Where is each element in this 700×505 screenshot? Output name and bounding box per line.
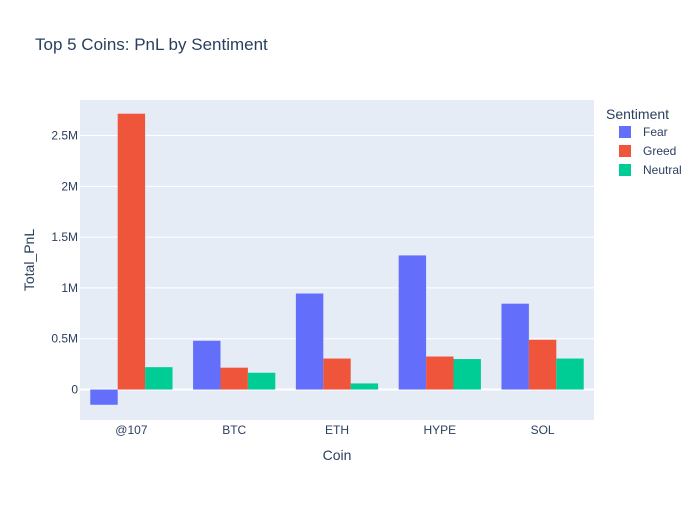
legend-swatch [619,164,631,176]
y-tick-label: 2M [61,179,78,193]
legend-title: Sentiment [606,106,669,122]
bar-greed-HYPE [426,356,454,390]
legend-swatch [619,126,631,138]
bar-neutral-BTC [247,372,276,390]
x-tick-labels: @107 BTC ETH HYPE SOL [115,423,555,437]
y-tick-label: 2.5M [51,129,78,143]
x-tick-label: ETH [325,423,349,437]
chart-title: Top 5 Coins: PnL by Sentiment [35,35,268,54]
y-tick-label: 1.5M [51,230,78,244]
x-tick-label: BTC [222,423,246,437]
bar-greed-SOL [528,339,557,390]
bar-fear-HYPE [398,255,427,390]
legend-label: Greed [643,144,676,158]
bar-neutral-ETH [350,383,379,390]
y-tick-label: 1M [61,281,78,295]
bar-greed-at107 [117,113,146,390]
y-tick-label: 0 [71,383,78,397]
bar-fear-at107 [90,389,118,405]
bar-fear-SOL [501,303,529,390]
y-axis-label: Total_PnL [21,229,37,291]
bar-neutral-at107 [145,367,173,390]
bar-neutral-SOL [556,358,584,390]
x-tick-label: HYPE [423,423,456,437]
x-tick-label: @107 [115,423,148,437]
bar-fear-BTC [193,340,221,390]
legend-items: Fear Greed Neutral [619,125,682,177]
legend: Sentiment Fear Greed Neutral [606,106,682,177]
x-axis-label: Coin [323,447,352,463]
y-tick-label: 0.5M [51,332,78,346]
y-tick-labels: 0 0.5M 1M 1.5M 2M 2.5M [51,129,78,397]
legend-label: Fear [643,125,668,139]
bar-greed-BTC [220,367,248,390]
x-tick-label: SOL [531,423,555,437]
legend-label: Neutral [643,163,682,177]
bars [90,113,584,405]
legend-swatch [619,145,631,157]
bar-fear-ETH [295,293,324,390]
bar-neutral-HYPE [453,359,481,390]
bar-greed-ETH [323,358,351,390]
